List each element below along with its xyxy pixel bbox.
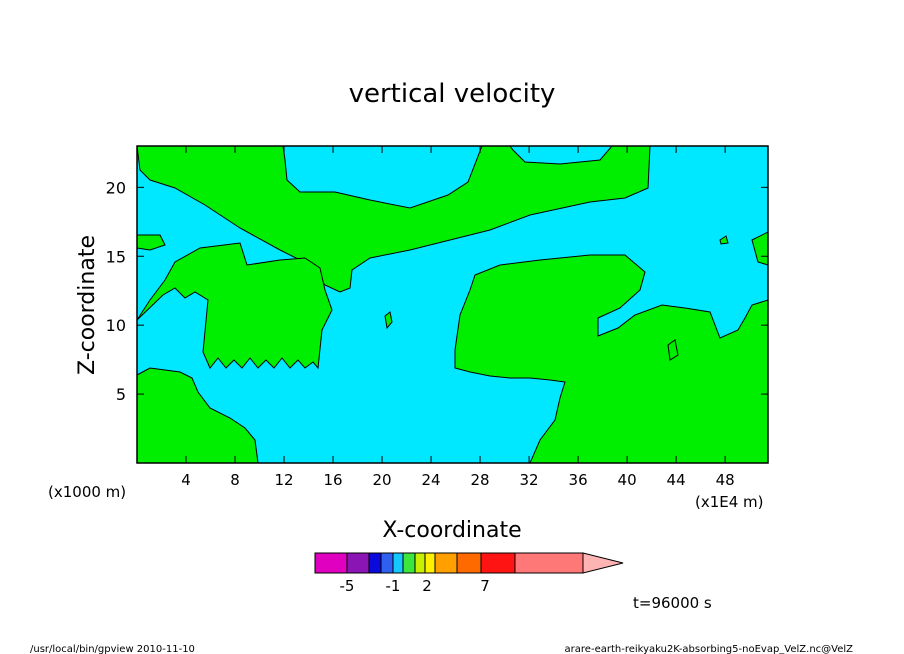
contour-region-middle-right (454, 254, 768, 463)
colorbar-swatch (414, 552, 426, 574)
x-tick-label: 32 (520, 471, 539, 489)
colorbar-swatch (314, 552, 348, 574)
footer-left: /usr/local/bin/gpview 2010-11-10 (30, 644, 195, 654)
x-tick-label: 44 (667, 471, 686, 489)
x-tick-label: 48 (716, 471, 735, 489)
colorbar-label: -5 (340, 577, 355, 595)
colorbar-label: 2 (422, 577, 432, 595)
y-tick-label: 10 (106, 316, 126, 335)
x-tick-label: 40 (618, 471, 637, 489)
colorbar-label: 7 (480, 577, 490, 595)
x-tick-label: 24 (422, 471, 441, 489)
y-axis-units: (x1000 m) (48, 483, 126, 501)
contour-region-isolated-blob-2 (667, 339, 679, 361)
colorbar-extension-arrow (582, 552, 624, 574)
x-axis-title: X-coordinate (382, 518, 521, 543)
x-tick-label: 8 (230, 471, 240, 489)
contour-region-upper (137, 146, 651, 293)
colorbar-swatch (346, 552, 370, 574)
colorbar-swatch (514, 552, 584, 574)
plot-frame (136, 145, 769, 464)
colorbar (314, 552, 624, 574)
time-label: t=96000 s (633, 594, 712, 612)
colorbar-swatch (402, 552, 416, 574)
colorbar-swatch (368, 552, 382, 574)
x-tick-label: 36 (569, 471, 588, 489)
colorbar-swatch (392, 552, 404, 574)
x-tick-label: 4 (181, 471, 191, 489)
colorbar-labels: -5 -1 2 7 (340, 577, 490, 595)
chart-title: vertical velocity (349, 79, 556, 109)
y-tick-label: 15 (106, 247, 126, 266)
contour-region-isolated-blob (384, 311, 393, 330)
colorbar-swatch (480, 552, 516, 574)
colorbar-swatch (434, 552, 458, 574)
contour-region-left-block (137, 242, 333, 370)
colorbar-label: -1 (386, 577, 401, 595)
contour-region-isolated-blob-3 (719, 235, 729, 245)
colorbar-swatch (456, 552, 482, 574)
y-axis-title: Z-coordinate (75, 235, 100, 375)
y-tick-label: 20 (106, 178, 126, 197)
x-tick-label: 20 (373, 471, 392, 489)
x-axis-ticks: 4 8 12 16 20 24 28 32 36 40 44 48 (181, 146, 735, 489)
x-tick-label: 28 (471, 471, 490, 489)
x-axis-units: (x1E4 m) (695, 493, 764, 511)
x-tick-label: 16 (323, 471, 342, 489)
colorbar-swatch (424, 552, 436, 574)
y-axis-ticks: 5 10 15 20 (106, 178, 768, 404)
footer-right: arare-earth-reikyaku2K-absorbing5-noEvap… (565, 644, 854, 654)
y-tick-label: 5 (116, 385, 126, 404)
plot-area (136, 145, 769, 464)
contour-region-bottom-left (137, 367, 259, 463)
x-tick-label: 12 (274, 471, 293, 489)
contour-region-left-strip (137, 234, 166, 251)
colorbar-swatch (380, 552, 394, 574)
